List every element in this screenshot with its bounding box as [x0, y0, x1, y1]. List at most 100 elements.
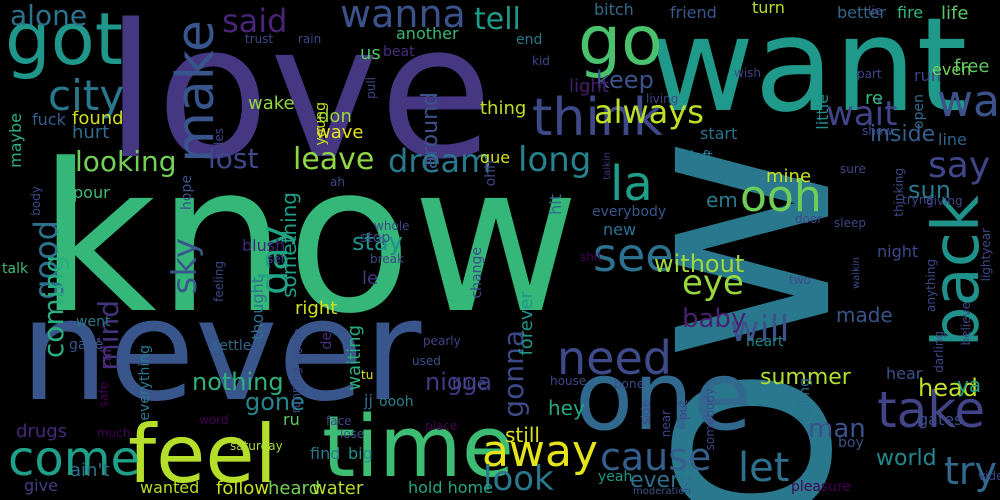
word-bitch: bitch — [594, 0, 634, 19]
word-looking: looking — [75, 145, 177, 178]
word-time: time — [322, 398, 515, 497]
word-go: go — [578, 2, 663, 81]
word-thought: thought — [248, 277, 267, 340]
word-somebody: somebody — [703, 388, 717, 451]
word-will: will — [730, 309, 790, 350]
word-made: made — [836, 303, 893, 327]
word-room: room — [291, 328, 305, 360]
word-see: see — [593, 228, 674, 282]
word-la: la — [610, 156, 653, 212]
word-safe: safe — [97, 382, 111, 408]
word-settle: settle — [212, 338, 252, 354]
word-drugs: drugs — [16, 421, 68, 442]
word-went: went — [76, 314, 111, 330]
word-much: much — [97, 426, 131, 440]
word-show: show — [862, 124, 894, 138]
word-body: body — [29, 186, 43, 216]
word-away: away — [482, 426, 598, 477]
word-without: without — [654, 250, 745, 278]
word-love: love — [105, 0, 493, 200]
word-eye: eye — [682, 263, 744, 303]
word-everybody: everybody — [592, 204, 667, 220]
word-keep: keep — [596, 66, 654, 94]
word-cause: cause — [600, 435, 712, 479]
word-still: still — [505, 423, 540, 447]
word-word: word — [199, 413, 229, 427]
word-jj: jj — [364, 391, 373, 410]
word-video: video — [978, 469, 1000, 483]
word-maybe: maybe — [6, 113, 25, 168]
word-hurt: hurt — [72, 122, 110, 143]
word-ohh: ohh — [483, 160, 499, 187]
word-hey: hey — [548, 396, 585, 420]
word-part: part — [857, 67, 882, 81]
word-water: water — [312, 478, 364, 499]
word-take: take — [877, 381, 986, 439]
word-yeah: yeah — [598, 469, 633, 485]
word-say: say — [928, 145, 991, 186]
word-sky: sky — [165, 238, 205, 295]
word-le: le — [362, 268, 379, 289]
word-city: city — [48, 71, 125, 120]
word-used: used — [412, 354, 441, 368]
word-oooh: oooh — [379, 394, 414, 410]
word-turn: turn — [752, 0, 785, 17]
word-talk: talk — [2, 261, 29, 277]
word-pleasure: pleasure — [791, 479, 852, 495]
word-ooh: ooh — [740, 171, 822, 222]
word-friend: friend — [670, 3, 717, 22]
word-coming: coming — [37, 255, 70, 359]
word-side: side — [639, 400, 653, 425]
word-believe: believe — [959, 302, 973, 346]
word-long: long — [518, 140, 592, 180]
word-put: put — [676, 400, 690, 420]
word-every: every — [630, 468, 693, 493]
word-gave: gave — [69, 337, 104, 353]
word-kid: kid — [532, 54, 550, 68]
word-shit: shit — [580, 250, 602, 264]
word-dream: dream — [388, 142, 492, 180]
word-don: don — [318, 106, 352, 127]
word-never: never — [20, 270, 422, 433]
word-pearly: pearly — [423, 334, 461, 348]
word-know: know — [38, 121, 580, 359]
word-whole: whole — [374, 219, 410, 233]
word-rules: rules — [212, 128, 226, 158]
word-stop: stop — [360, 230, 391, 246]
word-summer: summer — [760, 365, 851, 390]
word-start: start — [700, 124, 738, 143]
word-fire: fire — [897, 3, 924, 22]
word-lost: lost — [208, 142, 259, 175]
word-talkin: talkin — [602, 152, 613, 180]
word-find: find — [310, 444, 341, 463]
word-face: face — [326, 414, 352, 428]
word-nigga: nigga — [425, 368, 493, 396]
word-inside: inside — [870, 122, 936, 147]
word-rain: rain — [298, 32, 322, 46]
word-need: need — [557, 331, 672, 385]
word-right: right — [295, 298, 338, 319]
word-wave: wave — [316, 122, 364, 143]
word-heart: heart — [746, 334, 784, 350]
word-set: set — [267, 252, 286, 266]
word-night: night — [877, 242, 919, 261]
word-heard: heard — [268, 478, 321, 499]
word-hear: hear — [886, 364, 923, 383]
word-everything: everything — [137, 345, 153, 421]
word-feel: feel — [128, 408, 277, 500]
word-little: little — [813, 94, 832, 130]
word-que: que — [480, 148, 511, 167]
word-house: house — [550, 374, 587, 388]
word-mine: mine — [766, 166, 812, 187]
word-come: come — [8, 431, 141, 487]
word-think: think — [532, 88, 663, 148]
word-blue: blue — [452, 374, 487, 393]
word-better: better — [837, 3, 886, 22]
word-moderation: moderation — [633, 486, 691, 497]
word-wake: wake — [248, 93, 295, 114]
word-sure: sure — [840, 162, 866, 176]
word-head: head — [918, 374, 978, 402]
word-one: one — [575, 342, 752, 452]
word-call: call — [99, 345, 115, 370]
word-trust: trust — [245, 32, 274, 46]
